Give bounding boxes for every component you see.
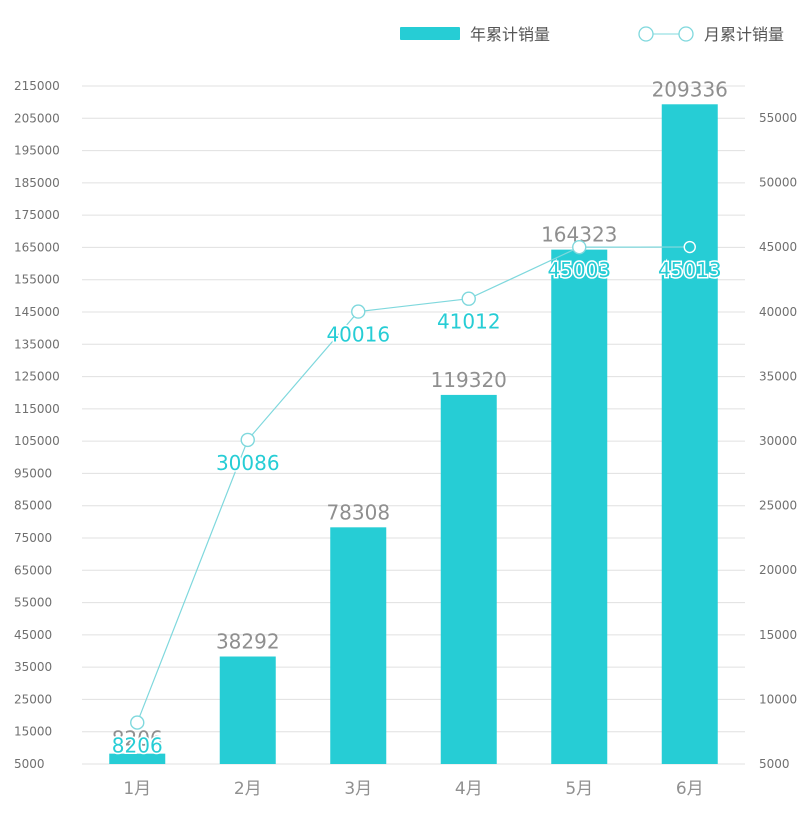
y-axis-right: 5000 10000 15000 20000 25000 30000 35000 40000 4… xyxy=(759,111,797,771)
y-right-tick-label: 20000 xyxy=(759,563,797,577)
line-point xyxy=(240,432,255,448)
y-right-tick-label: 50000 xyxy=(759,176,797,190)
legend-marker-circle xyxy=(678,26,694,42)
bar-value-label: 78308 xyxy=(326,500,390,524)
bar-value-label: 38292 xyxy=(216,630,280,654)
y-right-tick-label: 35000 xyxy=(759,369,797,383)
y-left-tick-label: 115000 xyxy=(14,402,60,416)
bar xyxy=(440,394,497,764)
x-tick-label: 4月 xyxy=(455,779,483,799)
bar xyxy=(551,249,608,764)
x-tick-label: 5月 xyxy=(565,779,593,799)
gridlines xyxy=(82,85,745,765)
y-left-tick-label: 85000 xyxy=(14,499,52,513)
y-left-tick-label: 185000 xyxy=(14,176,60,190)
y-right-tick-label: 45000 xyxy=(759,240,797,254)
line-value-label: 45013 xyxy=(658,258,722,282)
y-left-tick-label: 195000 xyxy=(14,144,60,158)
y-left-tick-label: 165000 xyxy=(14,240,60,254)
y-right-tick-label: 55000 xyxy=(759,111,797,125)
x-tick-label: 6月 xyxy=(676,779,704,799)
bar xyxy=(661,104,718,765)
y-left-tick-label: 215000 xyxy=(14,79,60,93)
y-left-tick-label: 5000 xyxy=(14,757,45,771)
line-point xyxy=(683,240,696,254)
y-left-tick-label: 135000 xyxy=(14,337,60,351)
y-left-tick-label: 65000 xyxy=(14,563,52,577)
x-axis: 1月 2月 3月 4月 5月 6月 xyxy=(123,779,703,799)
bar xyxy=(219,656,276,764)
y-right-tick-label: 5000 xyxy=(759,757,790,771)
x-tick-label: 2月 xyxy=(234,779,262,799)
y-left-tick-label: 75000 xyxy=(14,531,52,545)
bar-value-label: 8206 xyxy=(112,727,163,751)
line-value-label: 40016 xyxy=(326,323,390,347)
line-series: 8206 30086 40016 41012 45003 45013 xyxy=(110,239,723,759)
line-point xyxy=(130,715,145,730)
y-left-tick-label: 35000 xyxy=(14,660,52,674)
legend-label-line: 月累计销量 xyxy=(704,25,784,44)
y-left-tick-label: 175000 xyxy=(14,208,60,222)
y-left-tick-label: 55000 xyxy=(14,596,52,610)
bar xyxy=(330,527,387,764)
y-left-tick-label: 15000 xyxy=(14,725,52,739)
y-left-tick-label: 145000 xyxy=(14,305,60,319)
line-point xyxy=(572,239,587,255)
y-right-tick-label: 40000 xyxy=(759,305,797,319)
bar-value-label: 209336 xyxy=(652,77,728,101)
y-left-tick-label: 95000 xyxy=(14,466,52,480)
bar xyxy=(109,753,166,764)
y-left-tick-label: 25000 xyxy=(14,692,52,706)
line-value-label: 30086 xyxy=(216,451,280,475)
line-value-label: 8206 xyxy=(112,734,163,758)
x-tick-label: 3月 xyxy=(344,779,372,799)
y-left-tick-label: 125000 xyxy=(14,370,60,384)
y-left-tick-label: 155000 xyxy=(14,273,60,287)
legend: 年累计销量 月累计销量 xyxy=(400,25,784,44)
y-right-tick-label: 25000 xyxy=(759,499,797,513)
series-line xyxy=(136,246,690,723)
y-left-tick-label: 45000 xyxy=(14,628,52,642)
line-value-label: 41012 xyxy=(437,310,501,334)
bar-value-label: 119320 xyxy=(431,368,507,392)
y-axis-left: 5000 15000 25000 35000 45000 55000 65000 75000 8… xyxy=(14,79,60,771)
y-right-tick-label: 10000 xyxy=(759,692,797,706)
y-left-tick-label: 105000 xyxy=(14,434,60,448)
line-point xyxy=(351,304,366,319)
x-tick-label: 1月 xyxy=(123,779,151,799)
legend-swatch-bar xyxy=(400,27,460,40)
legend-label-bar: 年累计销量 xyxy=(470,25,550,44)
line-point xyxy=(461,291,476,306)
y-right-tick-label: 30000 xyxy=(759,434,797,448)
y-left-tick-label: 205000 xyxy=(14,111,60,125)
line-value-label: 45003 xyxy=(547,258,611,282)
y-right-tick-label: 15000 xyxy=(759,628,797,642)
legend-marker-circle xyxy=(638,26,654,42)
